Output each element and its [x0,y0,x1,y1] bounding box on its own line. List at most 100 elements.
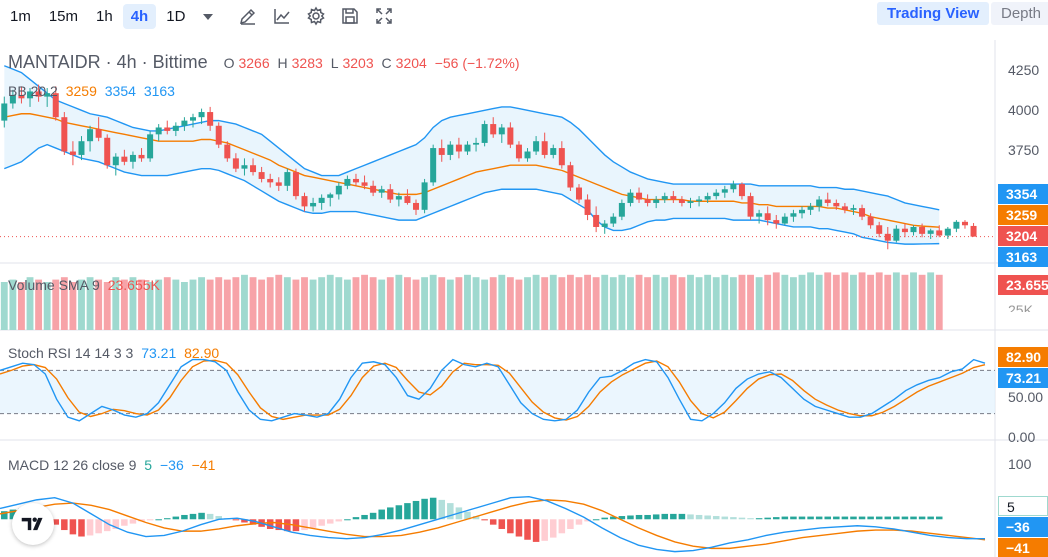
candle-body [747,196,754,217]
candle-body [69,151,76,155]
volume-bar [875,272,883,330]
timeframe-1d[interactable]: 1D [166,7,186,25]
volume-bar [292,279,300,330]
candle-body [318,197,325,203]
volume-bar [841,272,849,330]
macd-hist-bar [918,516,926,520]
volume-bar [481,279,489,330]
candle-body [498,127,505,135]
volume-bar [369,277,377,330]
candle-body [541,141,548,155]
timeframe-15m[interactable]: 15m [48,7,79,25]
macd-hist-bar [378,509,385,520]
volume-bar [566,274,574,330]
macd-hist-bar [935,516,943,520]
stoch-tick-50: 50.00 [1008,389,1044,405]
timeframe-1h[interactable]: 1h [96,7,113,25]
macd-hist-bar [858,516,866,520]
volume-bar [421,277,429,330]
volume-bar [807,272,815,330]
candle-body [241,165,248,169]
fullscreen-expand-icon[interactable] [373,5,395,27]
volume-bar [558,277,566,330]
candle-body [335,185,342,195]
macd-tick-100: 100 [1008,456,1032,472]
macd-hist-bar [232,519,240,521]
macd-hist-bar [738,517,746,520]
macd-hist-bar [172,516,180,520]
candle-body [953,221,960,229]
candle-body [661,196,668,200]
candle-body [284,172,291,186]
macd-hist-bar [815,516,823,520]
volume-tag: 23.655 [998,275,1048,295]
macd-hist-bar [601,517,608,520]
macd-label: MACD 12 26 close 9 [8,457,137,473]
macd-hist-bar [335,519,343,522]
stoch-band-fill [0,370,995,414]
bb-basis-value: 3259 [65,83,97,99]
volume-bar [464,274,471,330]
candle-body [893,228,900,241]
macd-hist-bar [352,517,360,520]
volume-bar [798,274,806,330]
candle-body [18,94,25,99]
timeframe-4h[interactable]: 4h [122,3,157,29]
candle-body [738,184,745,197]
timeframe-dropdown-icon[interactable] [197,5,219,27]
volume-bar [609,277,617,330]
candle-body [464,144,471,152]
volume-bar [215,277,223,330]
candle-body [876,225,883,234]
candle-body [447,144,454,155]
volume-bar [283,277,291,330]
macd-hist-bar [730,517,737,520]
candle-body [773,220,780,224]
settings-gear-icon[interactable] [305,5,327,27]
high-label: H [277,55,288,71]
bb-basis-line [4,113,940,228]
candle-body [593,214,600,227]
volume-bar [704,274,712,330]
macd-hist-bar [901,516,909,520]
chart-type-icon[interactable] [271,5,293,27]
volume-bar [575,277,583,330]
volume-bar [815,274,823,330]
macd-hist-bar [447,503,454,520]
macd-hist-bar [395,505,403,520]
volume-bar [309,279,317,330]
candle-body [550,148,557,155]
macd-hist-bar [833,516,840,520]
chart-canvas[interactable] [0,40,1048,557]
volume-bar [506,277,514,330]
candle-body [867,216,874,226]
macd-hist-bar [764,517,771,520]
pencil-draw-icon[interactable] [237,5,259,27]
candle-body [164,127,171,131]
macd-hist-bar [189,513,197,520]
chart-area[interactable]: MANTAIDR · 4h · Bittime O 3266 H 3283 L 320… [0,40,1048,557]
macd-hist-bar [755,518,763,520]
save-floppy-icon[interactable] [339,5,361,27]
volume-bar [223,279,231,330]
candle-body [378,189,385,193]
timeframe-1m[interactable]: 1m [10,7,31,25]
macd-hist-bar [747,518,754,520]
volume-bar [35,279,43,330]
macd-hist-bar [875,516,883,520]
volume-bar [52,279,60,330]
volume-bar [429,274,437,330]
candle-body [575,187,582,200]
macd-hist-bar [627,515,634,520]
candle-body [644,199,651,203]
candle-body [430,148,437,183]
depth-button[interactable]: Depth [991,2,1048,25]
trading-view-button[interactable]: Trading View [877,2,990,25]
tradingview-logo-icon[interactable] [12,503,54,545]
macd-hist-bar [661,513,669,520]
macd-hist-bar [489,519,497,525]
bb-basis-tag: 3259 [998,205,1048,225]
candle-body [104,137,111,166]
stoch-k-value: 73.21 [141,345,177,361]
macd-hist-bar [781,516,789,520]
